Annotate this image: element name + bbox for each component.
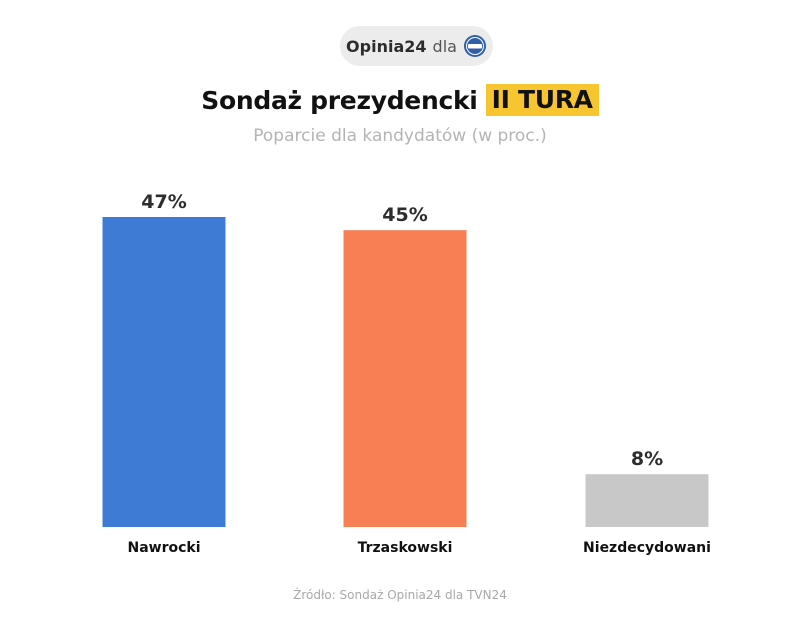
data-label-niezdecydowani: 8% — [631, 448, 663, 470]
category-label-trzaskowski: Trzaskowski — [358, 540, 453, 556]
category-label-nawrocki: Nawrocki — [127, 540, 200, 556]
chart-subtitle: Poparcie dla kandydatów (w proc.) — [253, 126, 547, 146]
title-main: Sondaż prezydencki — [201, 85, 478, 115]
tvn24-logo-icon — [463, 35, 486, 57]
data-label-nawrocki: 47% — [141, 191, 186, 213]
chart-title: Sondaż prezydencki II TURA — [0, 80, 800, 120]
badge-dla: dla — [432, 36, 457, 56]
bar-trzaskowski — [343, 230, 467, 528]
bar-chart: 47% Nawrocki 45% Trzaskowski 8% Niezdecydowan… — [102, 191, 711, 556]
data-label-trzaskowski: 45% — [382, 204, 427, 226]
badge-brand: Opinia24 — [346, 36, 427, 56]
bar-niezdecydowani — [585, 474, 709, 527]
source-badge: Opinia24 dla — [340, 26, 493, 66]
bar-nawrocki — [102, 217, 226, 527]
title-highlight: II TURA — [485, 84, 599, 116]
source-note: Źródło: Sondaż Opinia24 dla TVN24 — [293, 588, 507, 602]
category-label-niezdecydowani: Niezdecydowani — [583, 540, 711, 556]
